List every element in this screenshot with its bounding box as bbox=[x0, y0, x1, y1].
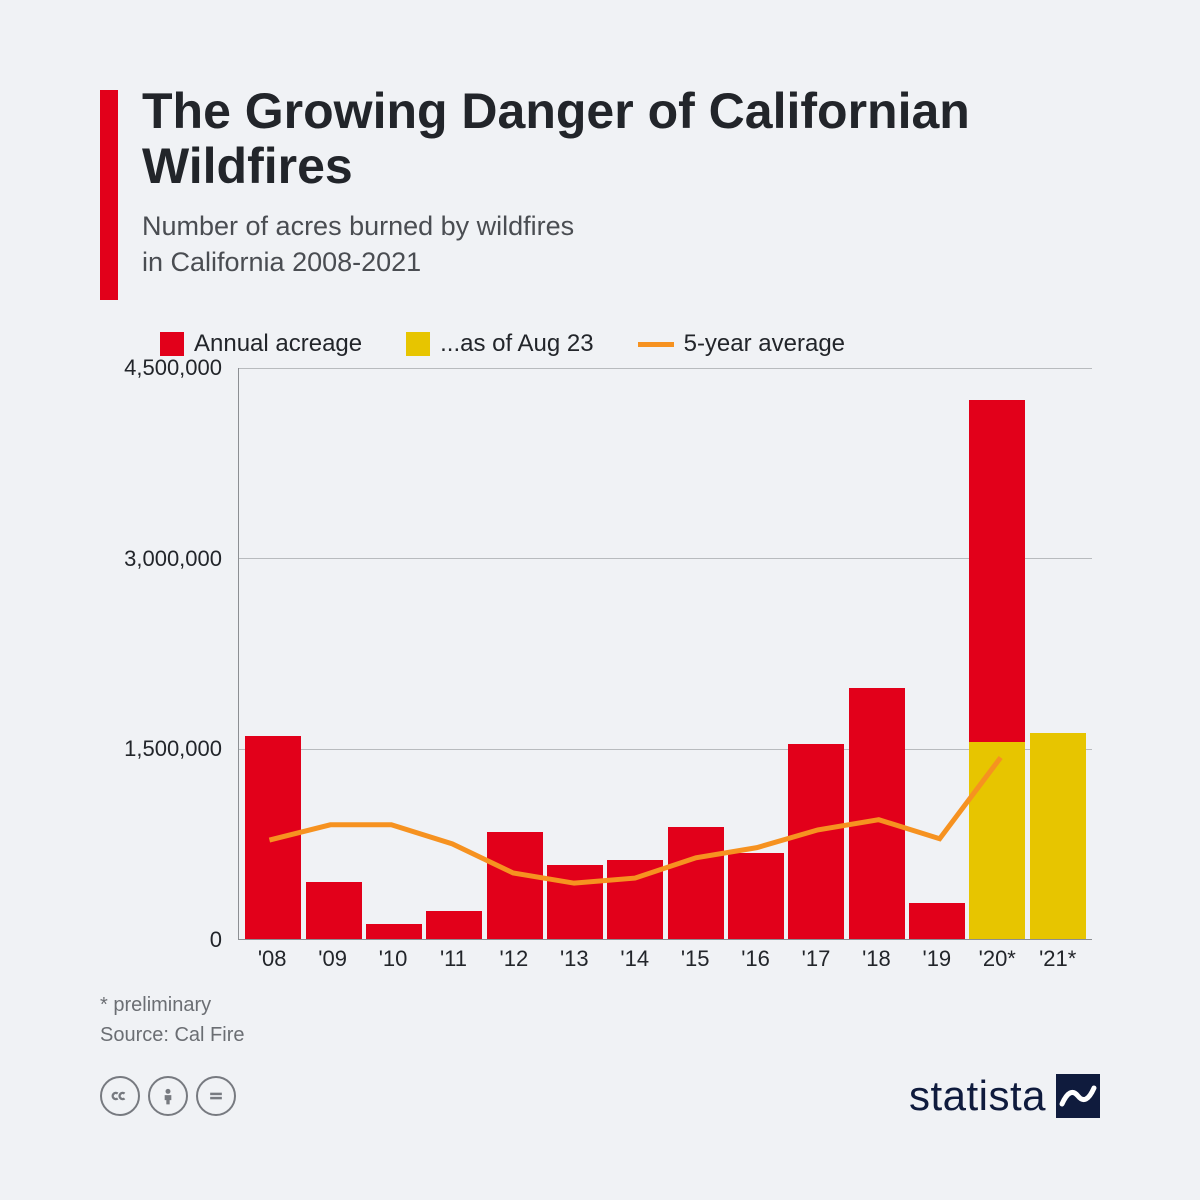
legend-item: Annual acreage bbox=[160, 330, 362, 358]
annual-bar bbox=[909, 903, 965, 939]
legend-label: ...as of Aug 23 bbox=[440, 330, 593, 358]
bar-group bbox=[728, 368, 784, 939]
y-tick-label: 1,500,000 bbox=[124, 736, 222, 762]
y-tick-label: 4,500,000 bbox=[124, 355, 222, 381]
footnotes: * preliminary Source: Cal Fire bbox=[100, 990, 1100, 1050]
annual-bar bbox=[426, 911, 482, 939]
annual-bar bbox=[245, 736, 301, 939]
x-tick-label: '21* bbox=[1030, 940, 1086, 980]
x-tick-label: '08 bbox=[244, 940, 300, 980]
legend-label: Annual acreage bbox=[194, 330, 362, 358]
bar-group bbox=[969, 368, 1025, 939]
x-tick-label: '13 bbox=[546, 940, 602, 980]
bar-group bbox=[306, 368, 362, 939]
bar-group bbox=[909, 368, 965, 939]
annual-bar bbox=[788, 744, 844, 939]
x-tick-label: '16 bbox=[728, 940, 784, 980]
bar-group bbox=[426, 368, 482, 939]
by-icon bbox=[148, 1076, 188, 1116]
aug23-bar bbox=[1030, 733, 1086, 939]
x-tick-label: '10 bbox=[365, 940, 421, 980]
footer: statista bbox=[100, 1072, 1100, 1120]
annual-bar bbox=[668, 827, 724, 939]
bar-group bbox=[487, 368, 543, 939]
cc-icons bbox=[100, 1076, 236, 1116]
footnote-preliminary: * preliminary bbox=[100, 990, 1100, 1020]
chart-area: 01,500,0003,000,0004,500,000 '08'09'10'1… bbox=[100, 368, 1100, 980]
legend-swatch-icon bbox=[160, 332, 184, 356]
y-axis: 01,500,0003,000,0004,500,000 bbox=[100, 368, 230, 940]
bar-group bbox=[547, 368, 603, 939]
chart-card: The Growing Danger of Californian Wildfi… bbox=[60, 60, 1140, 1140]
x-tick-label: '14 bbox=[607, 940, 663, 980]
bar-group bbox=[788, 368, 844, 939]
x-tick-label: '17 bbox=[788, 940, 844, 980]
x-tick-label: '09 bbox=[305, 940, 361, 980]
footnote-source: Source: Cal Fire bbox=[100, 1020, 1100, 1050]
annual-bar bbox=[366, 924, 422, 939]
annual-bar bbox=[849, 688, 905, 939]
nd-icon bbox=[196, 1076, 236, 1116]
chart-subtitle: Number of acres burned by wildfiresin Ca… bbox=[142, 208, 1100, 281]
annual-bar bbox=[728, 853, 784, 939]
bar-group bbox=[1030, 368, 1086, 939]
aug23-bar bbox=[969, 742, 1025, 939]
chart-title: The Growing Danger of Californian Wildfi… bbox=[142, 84, 1100, 194]
accent-bar bbox=[100, 90, 118, 300]
annual-bar bbox=[547, 865, 603, 939]
cc-icon bbox=[100, 1076, 140, 1116]
legend-item: ...as of Aug 23 bbox=[406, 330, 593, 358]
legend-swatch-icon bbox=[406, 332, 430, 356]
bar-group bbox=[245, 368, 301, 939]
x-axis: '08'09'10'11'12'13'14'15'16'17'18'19'20*… bbox=[238, 940, 1092, 980]
annual-bar bbox=[487, 832, 543, 939]
bars-container bbox=[239, 368, 1092, 939]
x-tick-label: '12 bbox=[486, 940, 542, 980]
plot-area bbox=[238, 368, 1092, 940]
x-tick-label: '11 bbox=[425, 940, 481, 980]
brand-text: statista bbox=[909, 1072, 1046, 1120]
x-tick-label: '15 bbox=[667, 940, 723, 980]
y-tick-label: 3,000,000 bbox=[124, 546, 222, 572]
bar-group bbox=[366, 368, 422, 939]
legend-label: 5-year average bbox=[684, 330, 845, 358]
titles: The Growing Danger of Californian Wildfi… bbox=[142, 84, 1100, 300]
brand-logo-icon bbox=[1056, 1074, 1100, 1118]
annual-bar bbox=[306, 882, 362, 939]
x-tick-label: '20* bbox=[969, 940, 1025, 980]
legend-line-icon bbox=[638, 342, 674, 347]
bar-group bbox=[668, 368, 724, 939]
x-tick-label: '18 bbox=[848, 940, 904, 980]
brand: statista bbox=[909, 1072, 1100, 1120]
annual-bar bbox=[607, 860, 663, 939]
header-row: The Growing Danger of Californian Wildfi… bbox=[100, 84, 1100, 300]
bar-group bbox=[849, 368, 905, 939]
y-tick-label: 0 bbox=[210, 927, 222, 953]
bar-group bbox=[607, 368, 663, 939]
legend: Annual acreage ...as of Aug 23 5-year aver… bbox=[160, 330, 1100, 358]
x-tick-label: '19 bbox=[909, 940, 965, 980]
legend-item: 5-year average bbox=[638, 330, 845, 358]
